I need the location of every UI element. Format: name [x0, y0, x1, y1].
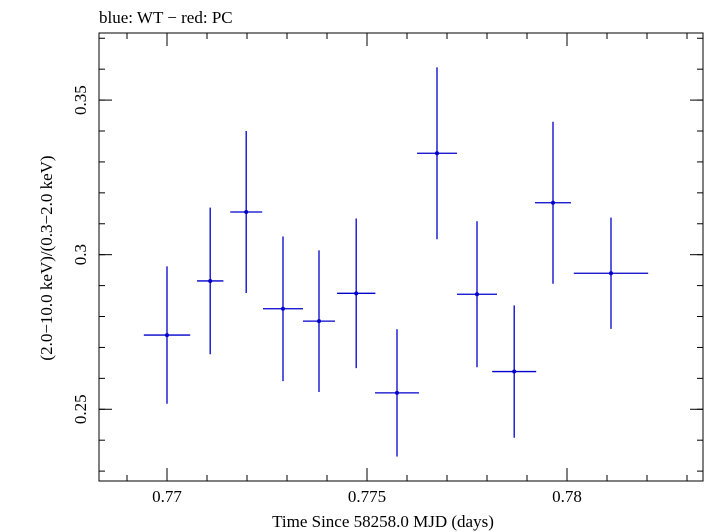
- plot-layer: 0.77 0.775 0.78 0.25 0.3 0.35: [71, 32, 704, 506]
- data-point: [609, 271, 613, 276]
- data-point: [354, 291, 359, 296]
- y-axis-label: (2.0−10.0 keV)/(0.3−2.0 keV): [37, 155, 56, 360]
- data-point: [165, 333, 169, 338]
- data-point: [395, 390, 399, 395]
- x-axis-label: Time Since 58258.0 MJD (days): [272, 512, 494, 531]
- data-point: [244, 210, 249, 215]
- data-point: [512, 369, 517, 374]
- data-point: [551, 200, 555, 205]
- data-point: [317, 319, 321, 324]
- data-point: [435, 151, 439, 156]
- y-tick-label: 0.35: [71, 85, 90, 115]
- data-point: [208, 278, 213, 283]
- y-tick-label: 0.3: [71, 244, 90, 265]
- data-point: [281, 306, 285, 311]
- plot-frame: [98, 32, 704, 482]
- data-point: [475, 292, 479, 297]
- y-tick-label: 0.25: [71, 394, 90, 424]
- x-tick-label: 0.775: [348, 487, 386, 506]
- x-tick-label: 0.77: [152, 487, 182, 506]
- chart-title: blue: WT − red: PC: [99, 8, 233, 27]
- x-tick-label: 0.78: [552, 487, 582, 506]
